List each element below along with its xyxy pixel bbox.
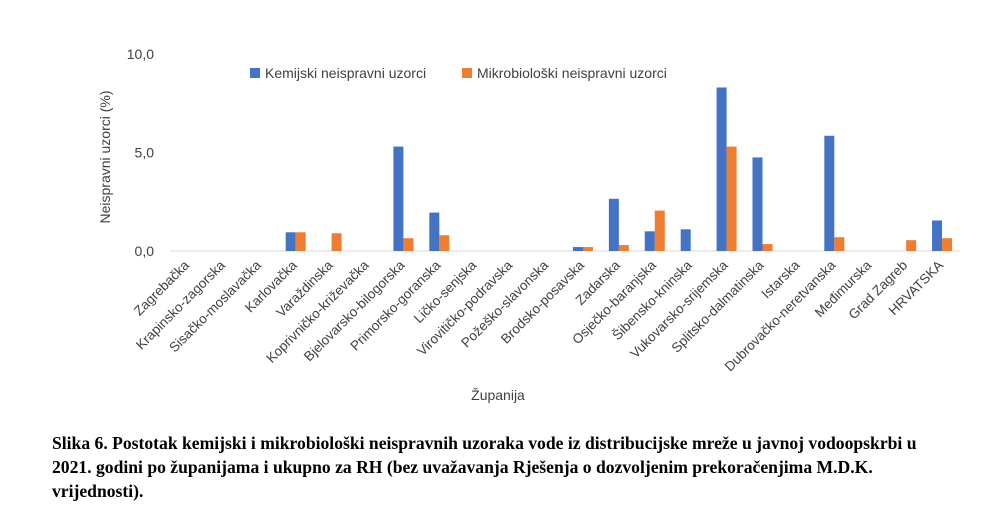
bar-kemijski <box>285 232 296 251</box>
bar-mikrobioloski <box>762 244 773 251</box>
legend-swatch <box>462 68 472 78</box>
bar-mikrobioloski <box>295 232 306 251</box>
x-axis-title: Županija <box>471 387 525 403</box>
bar-kemijski <box>429 212 440 251</box>
figure-caption: Slika 6. Postotak kemijski i mikrobiološ… <box>52 433 917 501</box>
bar-kemijski <box>716 87 727 252</box>
y-tick-label: 5,0 <box>135 145 155 161</box>
bar-kemijski <box>752 157 763 251</box>
bar-kemijski <box>932 220 943 251</box>
bar-mikrobioloski <box>654 210 665 251</box>
y-axis-ticks: 0,0 5,0 10,0 <box>127 46 154 259</box>
y-axis-title: Neispravni uzorci (%) <box>97 90 113 223</box>
legend-label: Kemijski neispravni uzorci <box>265 65 426 81</box>
bar-mikrobioloski <box>942 238 953 251</box>
legend: Kemijski neispravni uzorci Mikrobiološki … <box>250 65 667 81</box>
legend-label: Mikrobiološki neispravni uzorci <box>477 65 667 81</box>
bar-mikrobioloski <box>403 238 414 251</box>
y-tick-label: 10,0 <box>127 46 154 62</box>
bar-mikrobioloski <box>834 237 845 251</box>
bar-kemijski <box>393 146 404 251</box>
bar-kemijski <box>680 229 691 251</box>
bar-mikrobioloski <box>726 146 737 251</box>
bar-mikrobioloski <box>906 240 917 251</box>
bar-kemijski <box>572 247 583 251</box>
bar-chart: 0,0 5,0 10,0 ZagrebačkaKrapinsko-zagorskaS… <box>97 46 960 403</box>
y-tick-label: 0,0 <box>135 243 155 259</box>
bar-mikrobioloski <box>582 247 593 251</box>
legend-swatch <box>250 68 260 78</box>
bar-kemijski <box>644 231 655 251</box>
bar-mikrobioloski <box>331 233 342 251</box>
bar-mikrobioloski <box>439 235 450 251</box>
bar-kemijski <box>824 135 835 251</box>
bars <box>285 87 953 252</box>
bar-kemijski <box>608 198 619 251</box>
bar-mikrobioloski <box>618 245 629 251</box>
x-axis-ticks: ZagrebačkaKrapinsko-zagorskaSisačko-mosl… <box>131 257 946 374</box>
chart-area: 0,0 5,0 10,0 Zagrebačka Krapinsko-zagorska S… <box>97 46 960 403</box>
